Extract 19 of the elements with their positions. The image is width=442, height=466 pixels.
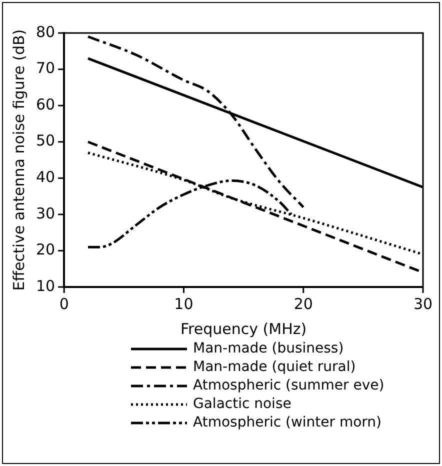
y-tick-label: 60	[36, 95, 56, 114]
legend-label: Man-made (quiet rural)	[193, 359, 356, 376]
y-tick-label: 40	[36, 168, 56, 186]
y-tick-label: 30	[36, 204, 56, 222]
x-tick-label: 0	[59, 294, 69, 313]
x-tick-label: 30	[413, 294, 433, 313]
y-tick-label: 50	[36, 132, 56, 150]
legend-label: Galactic noise	[193, 396, 292, 412]
y-tick-label: 70	[36, 59, 56, 78]
x-tick-label: 20	[294, 294, 313, 313]
legend-label: Man-made (business)	[193, 340, 344, 357]
y-tick-label: 80	[36, 22, 56, 41]
y-tick-label: 20	[36, 240, 56, 259]
x-tick-label: 10	[174, 294, 194, 313]
legend-label: Atmospheric (summer eve)	[193, 378, 384, 394]
y-axis-title: Effective antenna noise figure (dB)	[10, 29, 28, 291]
legend-label: Atmospheric (winter morn)	[193, 414, 382, 431]
x-axis-title: Frequency (MHz)	[180, 320, 307, 338]
y-tick-label: 10	[36, 276, 56, 295]
